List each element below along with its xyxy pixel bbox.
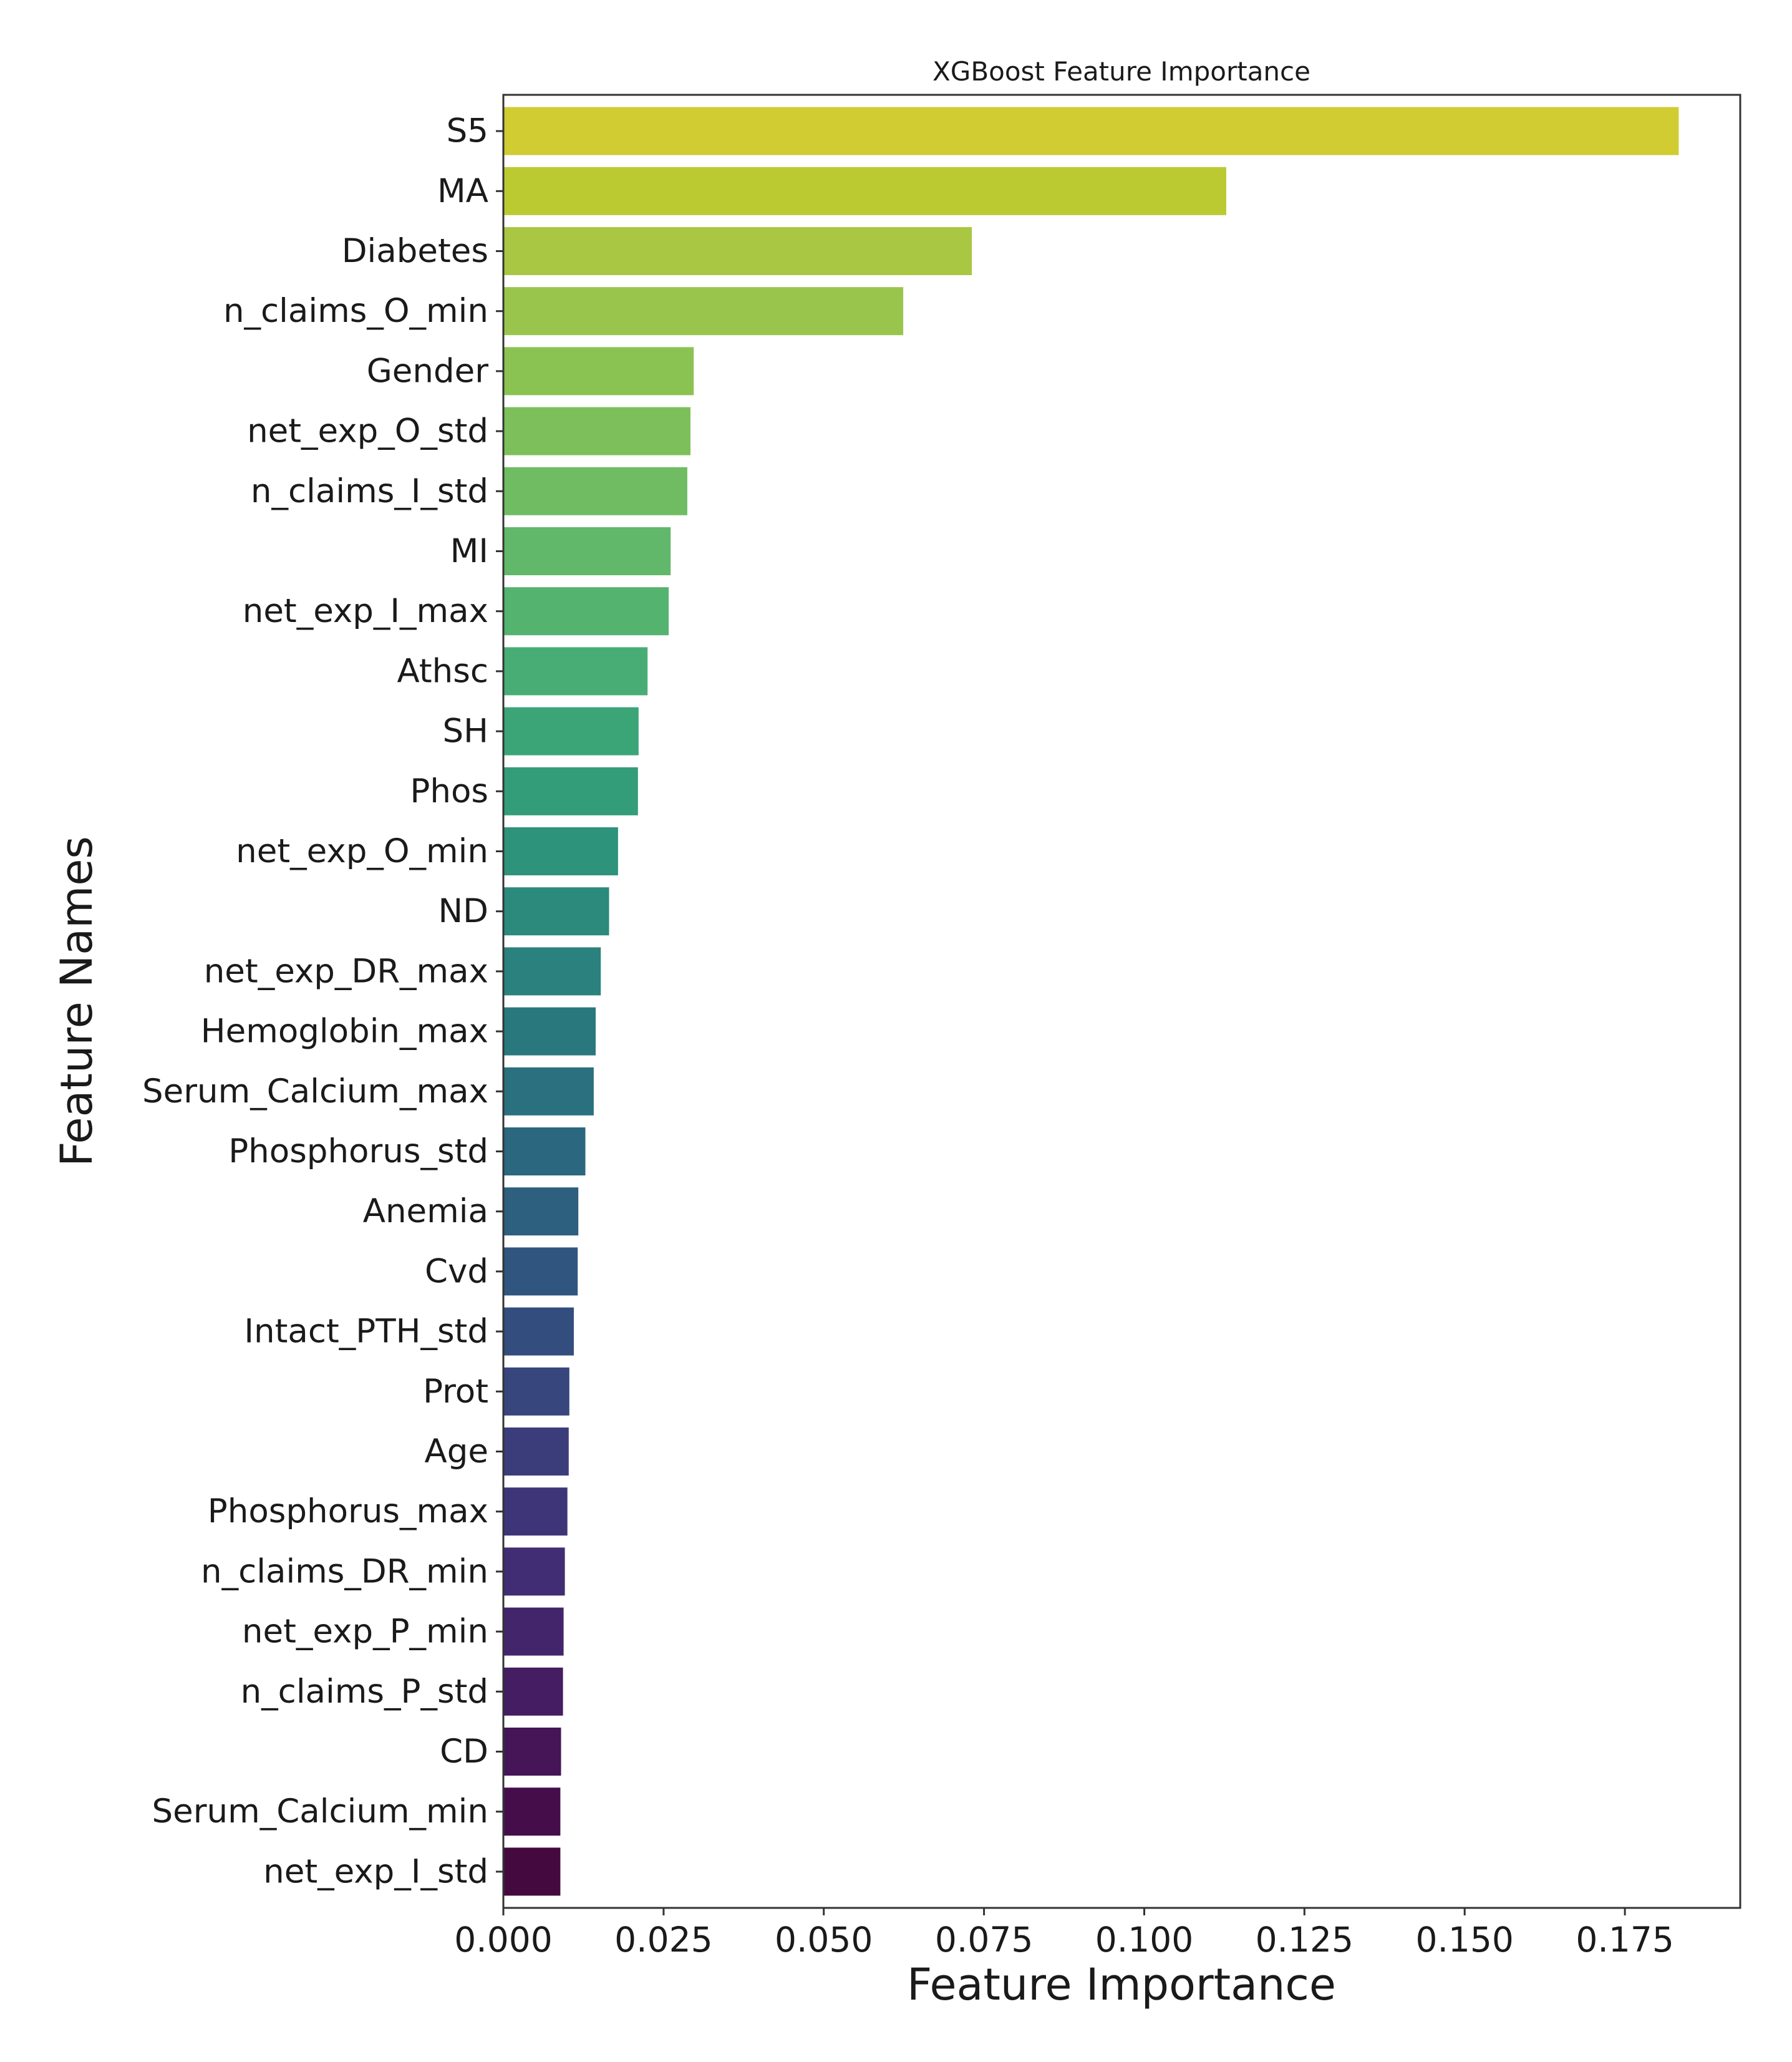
y-axis: S5 MA Diabetes n_claims_O_min Gender net_exp_… bbox=[142, 112, 503, 1890]
bar-net-exp-p-min bbox=[503, 1607, 564, 1656]
y-tick-label: net_exp_P_min bbox=[242, 1613, 488, 1651]
bar-serum-calcium-min bbox=[503, 1787, 561, 1836]
y-tick-label: Gender bbox=[367, 352, 489, 390]
bar-age bbox=[503, 1427, 569, 1476]
bar-phosphorus-max bbox=[503, 1487, 568, 1536]
bar-net-exp-i-std bbox=[503, 1847, 561, 1896]
plot-frame bbox=[502, 94, 1741, 1909]
y-tick-label: net_exp_DR_max bbox=[204, 952, 488, 990]
x-tick-label: 0.000 bbox=[454, 1920, 552, 1960]
bar-n-claims-o-min bbox=[503, 287, 904, 336]
y-tick-label: net_exp_I_max bbox=[243, 592, 488, 630]
y-tick-label: Athsc bbox=[397, 652, 488, 690]
bar-intact-pth-std bbox=[503, 1307, 574, 1356]
y-tick-label: n_claims_P_std bbox=[241, 1673, 488, 1711]
x-tick-label: 0.150 bbox=[1415, 1920, 1513, 1960]
bar-cd bbox=[503, 1728, 561, 1776]
bar-s5 bbox=[503, 107, 1679, 155]
y-tick-label: net_exp_O_min bbox=[236, 832, 488, 870]
bar-n-claims-dr-min bbox=[503, 1547, 565, 1596]
bars-group bbox=[503, 107, 1679, 1896]
y-tick-label: SH bbox=[443, 712, 489, 751]
bar-n-claims-p-std bbox=[503, 1667, 563, 1716]
bar-hemoglobin-max bbox=[503, 1007, 596, 1056]
y-tick-label: Diabetes bbox=[342, 232, 488, 270]
x-tick-label: 0.025 bbox=[614, 1920, 712, 1960]
bar-athsc bbox=[503, 647, 648, 696]
bar-gender bbox=[503, 347, 694, 396]
bar-ma bbox=[503, 167, 1226, 215]
chart-title: XGBoost Feature Importance bbox=[932, 56, 1310, 87]
y-tick-label: S5 bbox=[447, 112, 488, 150]
y-tick-label: ND bbox=[438, 892, 488, 930]
y-tick-label: Cvd bbox=[425, 1252, 488, 1290]
bar-net-exp-o-min bbox=[503, 827, 618, 875]
bar-serum-calcium-max bbox=[503, 1067, 594, 1116]
bar-net-exp-i-max bbox=[503, 587, 669, 636]
y-tick-label: Intact_PTH_std bbox=[244, 1313, 488, 1351]
bar-n-claims-i-std bbox=[503, 467, 687, 515]
y-tick-label: Phosphorus_std bbox=[228, 1132, 488, 1170]
y-tick-label: net_exp_O_std bbox=[247, 412, 488, 450]
bar-sh bbox=[503, 707, 639, 756]
bar-prot bbox=[503, 1367, 569, 1416]
y-tick-label: MA bbox=[437, 172, 488, 210]
y-tick-label: n_claims_O_min bbox=[223, 292, 488, 330]
y-axis-title: Feature Names bbox=[51, 836, 102, 1167]
bar-anemia bbox=[503, 1187, 579, 1236]
bar-diabetes bbox=[503, 227, 972, 275]
bar-nd bbox=[503, 887, 609, 936]
x-tick-label: 0.100 bbox=[1095, 1920, 1193, 1960]
x-tick-label: 0.075 bbox=[935, 1920, 1033, 1960]
bar-net-exp-dr-max bbox=[503, 947, 601, 996]
y-tick-label: n_claims_DR_min bbox=[201, 1552, 488, 1590]
y-tick-label: Prot bbox=[423, 1373, 488, 1411]
y-tick-label: Anemia bbox=[363, 1192, 488, 1230]
bar-net-exp-o-std bbox=[503, 407, 690, 455]
x-axis-title: Feature Importance bbox=[907, 1959, 1336, 2010]
y-tick-label: Phos bbox=[410, 772, 488, 810]
x-tick-label: 0.050 bbox=[775, 1920, 873, 1960]
bar-cvd bbox=[503, 1247, 578, 1296]
y-tick-label: Age bbox=[424, 1432, 488, 1471]
bar-phos bbox=[503, 767, 638, 815]
y-tick-label: Serum_Calcium_max bbox=[142, 1072, 488, 1111]
y-tick-label: MI bbox=[450, 532, 488, 570]
bar-phosphorus-std bbox=[503, 1127, 586, 1175]
y-tick-label: Hemoglobin_max bbox=[201, 1013, 488, 1051]
bar-mi bbox=[503, 527, 671, 575]
x-tick-label: 0.125 bbox=[1256, 1920, 1354, 1960]
y-tick-label: n_claims_I_std bbox=[251, 472, 488, 510]
x-tick-label: 0.175 bbox=[1576, 1920, 1673, 1960]
y-tick-label: CD bbox=[440, 1733, 488, 1771]
x-axis: 0.000 0.025 0.050 0.075 0.100 0.125 0.150 0.175 bbox=[454, 1908, 1674, 1960]
y-tick-label: Phosphorus_max bbox=[208, 1492, 488, 1530]
y-tick-label: net_exp_I_std bbox=[263, 1852, 488, 1890]
y-tick-label: Serum_Calcium_min bbox=[152, 1792, 489, 1831]
